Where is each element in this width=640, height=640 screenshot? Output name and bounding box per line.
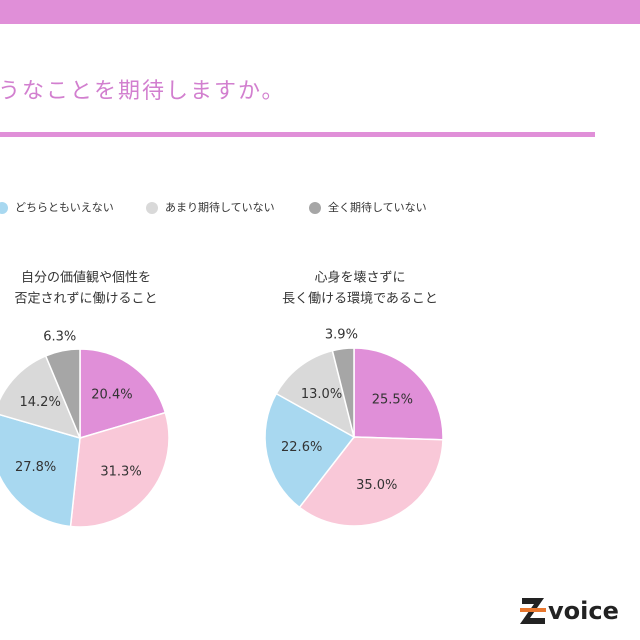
chart-title: 否定されずに働けること bbox=[14, 292, 157, 307]
legend-swatch bbox=[309, 202, 321, 214]
legend-label: あまり期待していない bbox=[165, 200, 275, 214]
chart-title: 長く働ける環境であること bbox=[282, 292, 438, 307]
pie-slice bbox=[331, 347, 355, 438]
value-label: 3.9% bbox=[325, 327, 358, 342]
pie-slice bbox=[298, 436, 444, 527]
value-label: 25.5% bbox=[372, 392, 413, 407]
chart-title: 自分の価値観や個性を bbox=[21, 270, 151, 286]
logo: voice bbox=[520, 597, 619, 625]
value-label: 35.0% bbox=[356, 478, 397, 493]
pie-slice bbox=[69, 411, 170, 528]
legend-swatch bbox=[146, 202, 158, 214]
value-label: 14.2% bbox=[20, 395, 61, 410]
pie-slice bbox=[353, 347, 444, 441]
value-label: 22.6% bbox=[281, 440, 322, 455]
logo-text: voice bbox=[548, 597, 619, 625]
pie-slice bbox=[79, 348, 167, 440]
value-label: 13.0% bbox=[301, 387, 342, 402]
legend: どちらともいえない あまり期待していない 全く期待していない bbox=[0, 200, 427, 214]
value-label: 20.4% bbox=[91, 388, 132, 403]
header-bar bbox=[0, 0, 640, 24]
pie-slice bbox=[275, 349, 356, 439]
logo-stripe bbox=[520, 608, 546, 612]
pie-slice bbox=[264, 392, 356, 509]
pie-slice bbox=[0, 354, 82, 440]
legend-label: 全く期待していない bbox=[328, 200, 427, 214]
title-underline bbox=[0, 132, 595, 137]
legend-swatch bbox=[0, 202, 8, 214]
pie-slice bbox=[0, 413, 81, 528]
page-title: うなことを期待しますか。 bbox=[0, 79, 286, 104]
value-label: 6.3% bbox=[43, 330, 76, 345]
value-label: 27.8% bbox=[15, 460, 56, 475]
chart-title: 心身を壊さずに bbox=[314, 270, 405, 286]
pie-slice bbox=[44, 348, 81, 439]
legend-label: どちらともいえない bbox=[15, 201, 114, 214]
value-label: 31.3% bbox=[100, 465, 141, 480]
